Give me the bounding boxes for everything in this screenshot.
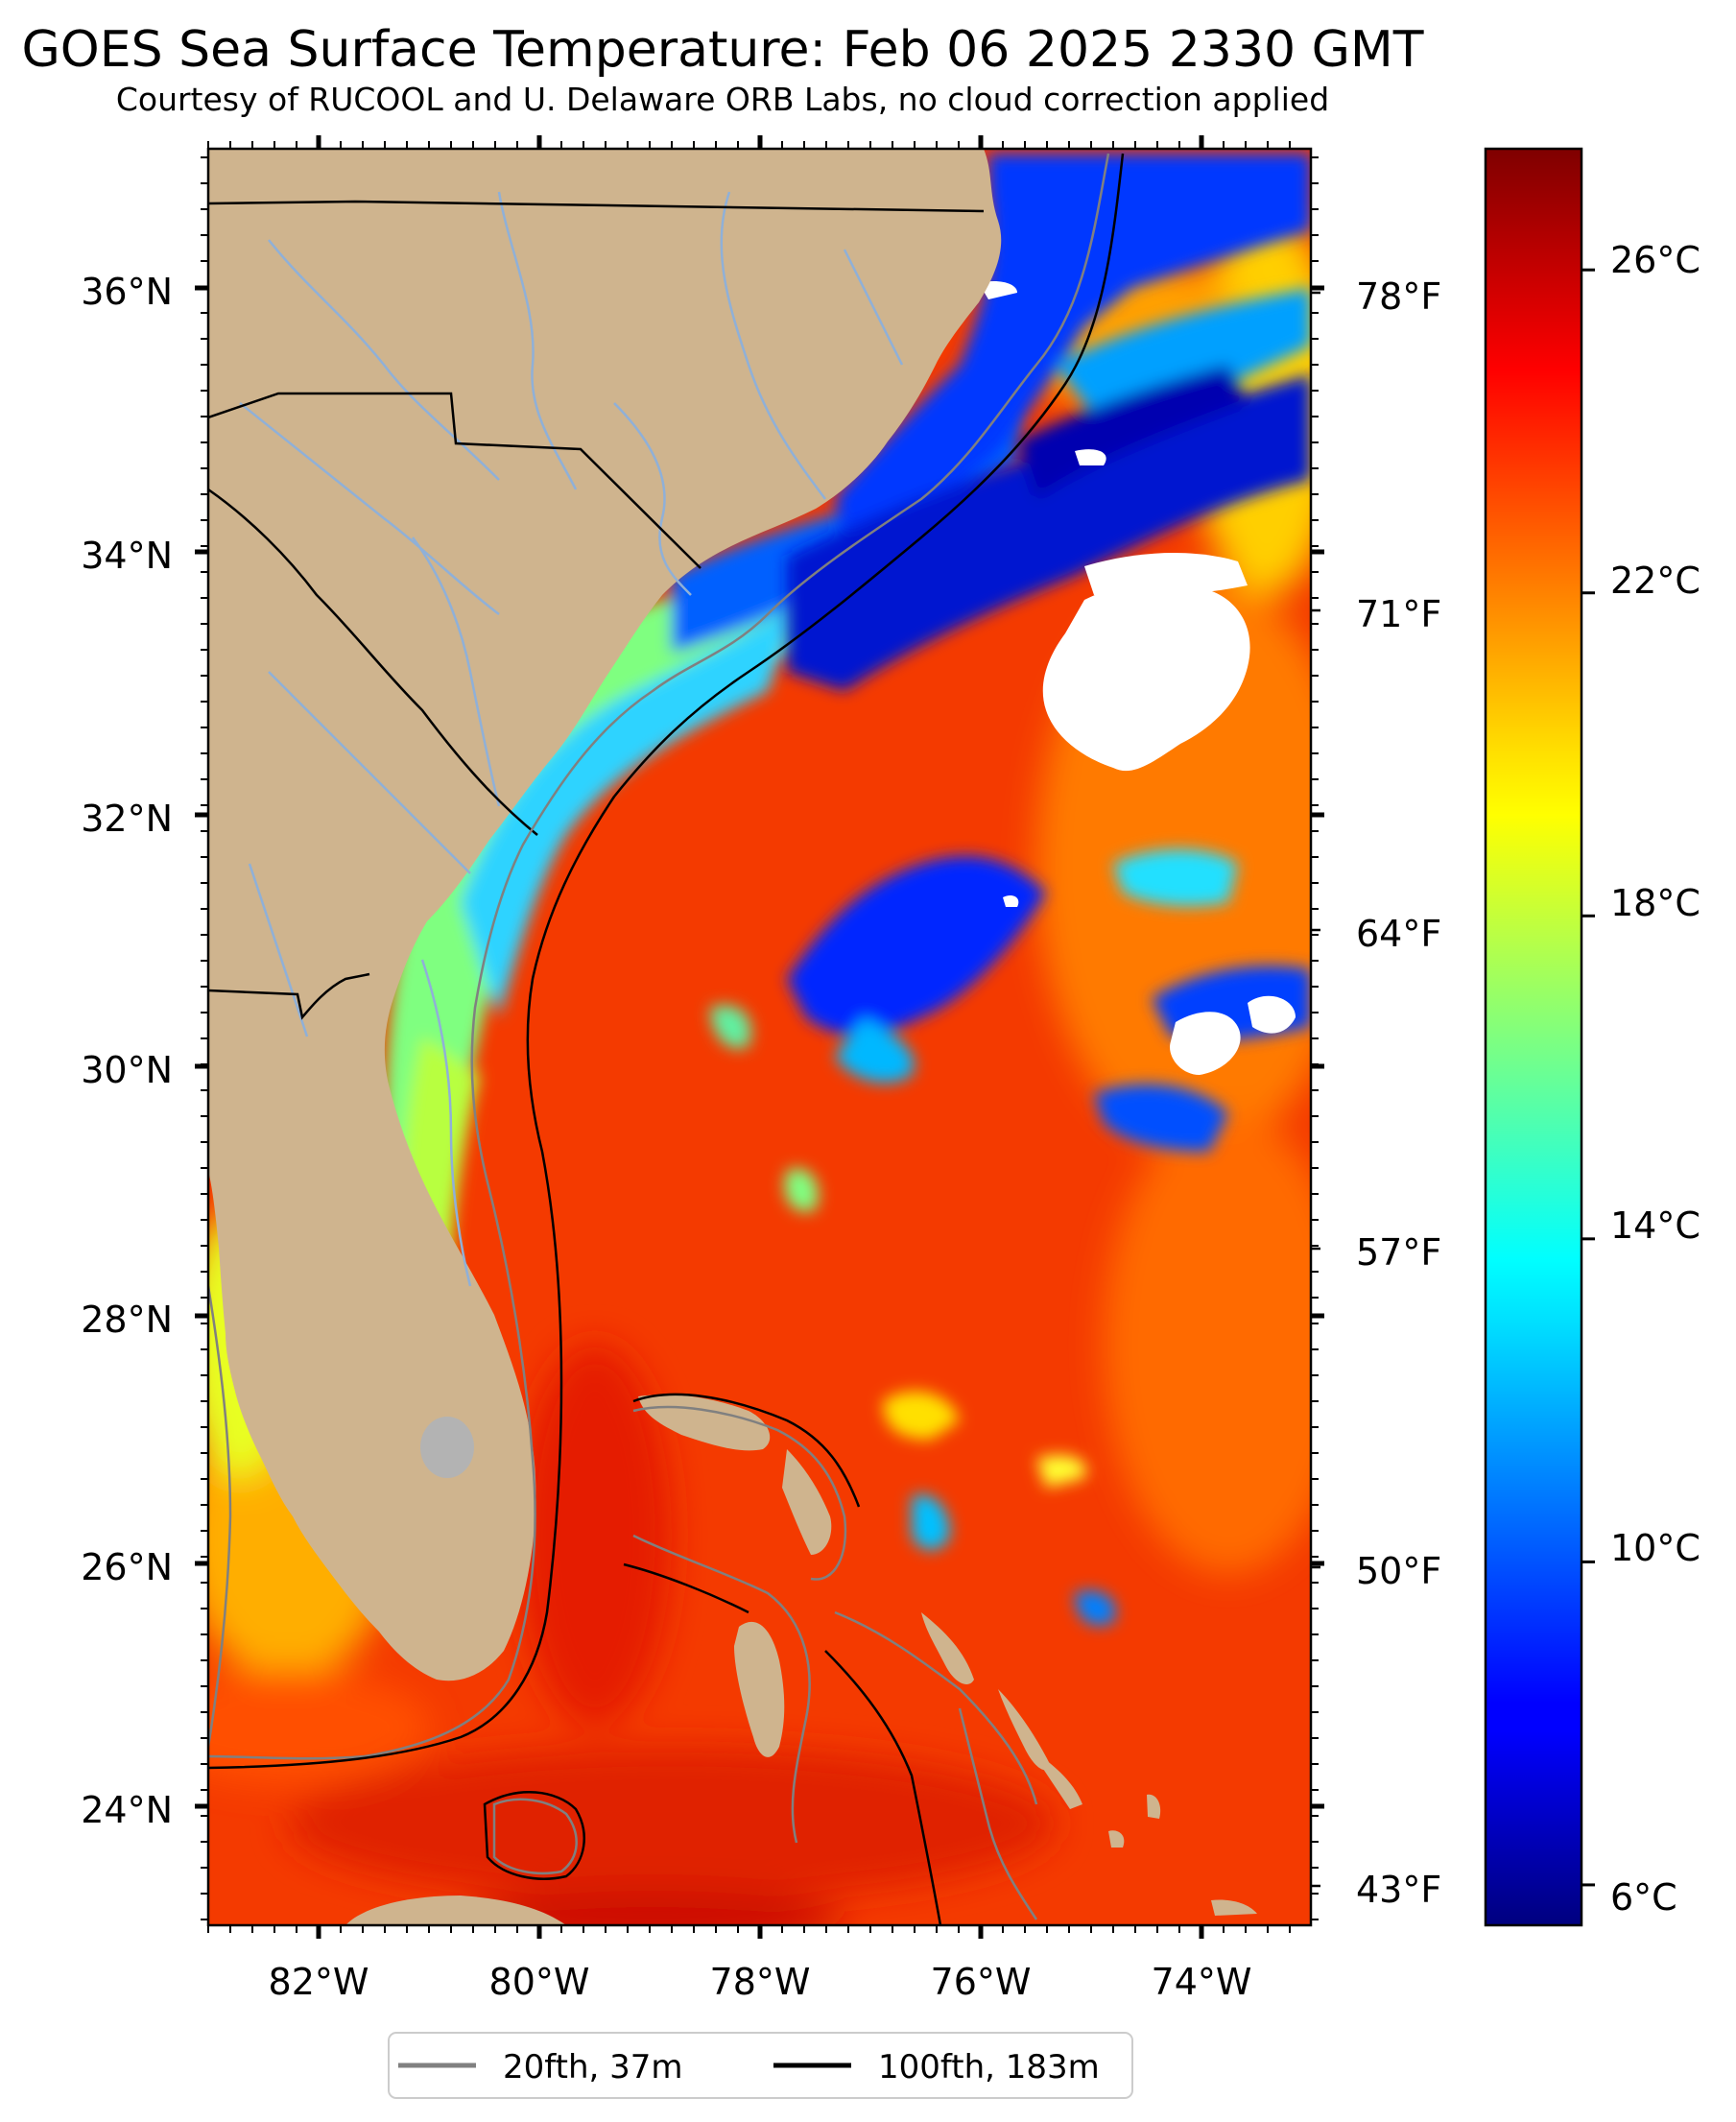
colorbar-label: 18°C: [1610, 882, 1700, 924]
cloud-mask: [979, 281, 1296, 1075]
cold-patches: [710, 154, 1311, 1626]
colorbar-label: 6°C: [1610, 1876, 1677, 1919]
isobath-20fth: [208, 153, 1110, 1920]
lat-label: 36°N: [81, 271, 173, 313]
colorbar-label: 14°C: [1610, 1204, 1700, 1247]
land-mass: [208, 149, 1257, 1925]
lat-label: 28°N: [81, 1299, 173, 1341]
fahrenheit-label: 71°F: [1356, 593, 1441, 635]
legend: 20fth, 37m 100fth, 183m: [388, 2032, 1133, 2099]
lon-label: 74°W: [1152, 1961, 1252, 2003]
lon-label: 82°W: [269, 1961, 369, 2003]
map-subtitle: Courtesy of RUCOOL and U. Delaware ORB L…: [115, 81, 1330, 118]
legend-box: [388, 2032, 1133, 2099]
fahrenheit-label: 43°F: [1356, 1869, 1441, 1911]
colorbar-label: 22°C: [1610, 560, 1700, 602]
rivers: [239, 191, 904, 1287]
lon-label: 80°W: [489, 1961, 590, 2003]
lon-axis-labels: 82°W 80°W 78°W 76°W 74°W: [269, 1961, 1252, 2003]
lake-okeechobee: [420, 1417, 474, 1478]
fahrenheit-axis-labels: 78°F 71°F 64°F 57°F 50°F 43°F: [1356, 275, 1441, 1911]
legend-label-100fth: 100fth, 183m: [878, 2048, 1100, 2086]
map-title: GOES Sea Surface Temperature: Feb 06 202…: [21, 21, 1424, 79]
colorbar-label: 10°C: [1610, 1527, 1700, 1569]
lat-label: 26°N: [81, 1546, 173, 1588]
lat-label: 24°N: [81, 1789, 173, 1831]
fahrenheit-label: 78°F: [1356, 275, 1441, 318]
colorbar-gradient: [1484, 147, 1583, 1927]
fahrenheit-label: 64°F: [1356, 913, 1441, 955]
map-area: [208, 149, 1311, 1925]
colorbar-label: 26°C: [1610, 239, 1700, 281]
lon-label: 78°W: [710, 1961, 811, 2003]
lat-label: 34°N: [81, 535, 173, 577]
colorbar-ticks: [1581, 268, 1595, 1887]
fahrenheit-label: 57°F: [1356, 1231, 1441, 1274]
axis-ticks: [195, 135, 1324, 1939]
lat-label: 32°N: [81, 798, 173, 840]
colorbar: 26°C 22°C 18°C 14°C 10°C 6°C: [1484, 147, 1700, 1927]
isobath-100fth: [208, 153, 1125, 1925]
lat-axis-labels: 36°N 34°N 32°N 30°N 28°N 26°N 24°N: [81, 271, 173, 1831]
legend-label-20fth: 20fth, 37m: [503, 2048, 683, 2086]
lat-label: 30°N: [81, 1049, 173, 1091]
state-borders: [208, 200, 985, 1020]
lon-label: 76°W: [931, 1961, 1032, 2003]
fahrenheit-label: 50°F: [1356, 1550, 1441, 1592]
colorbar-labels: 26°C 22°C 18°C 14°C 10°C 6°C: [1610, 239, 1700, 1919]
